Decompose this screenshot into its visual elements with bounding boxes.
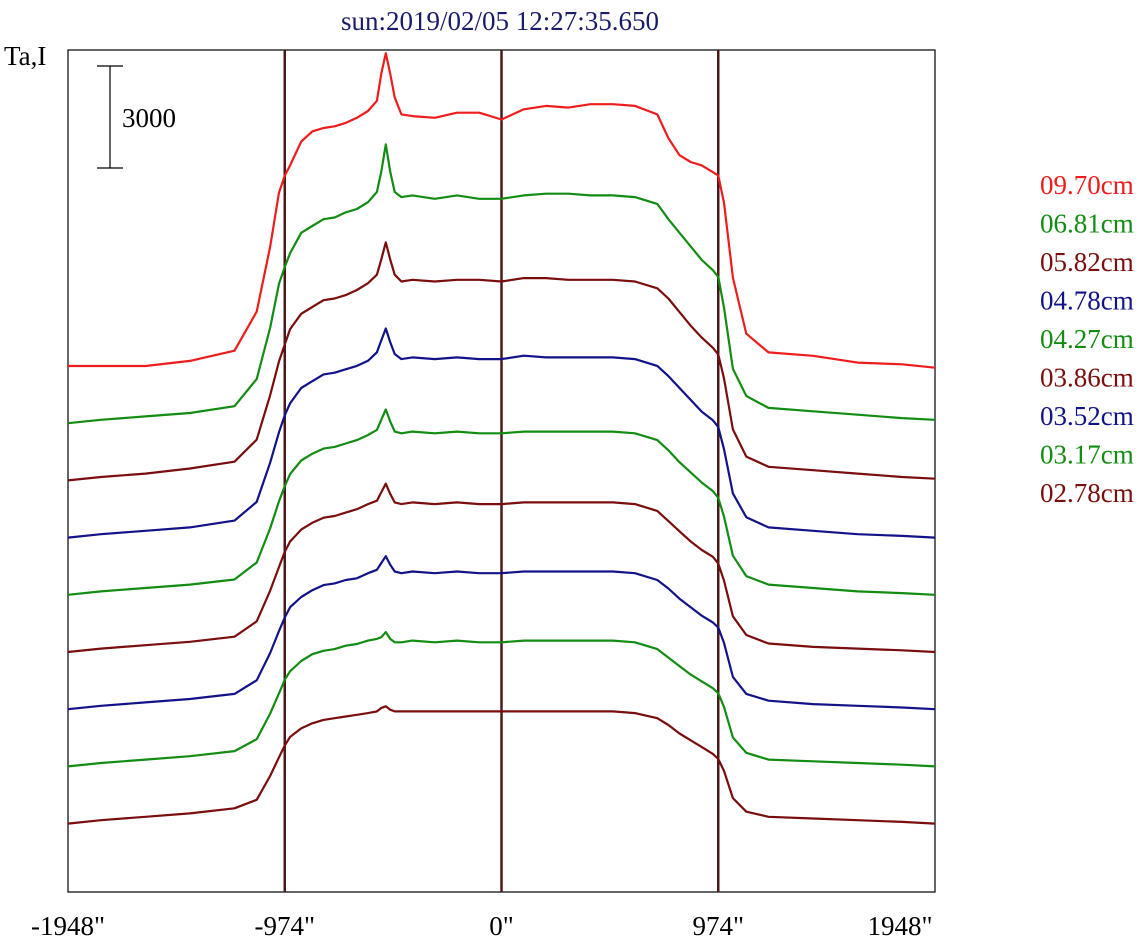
legend-entry-04.78cm: 04.78cm — [1040, 286, 1134, 316]
legend-entry-04.27cm: 04.27cm — [1040, 324, 1134, 354]
legend-entry-06.81cm: 06.81cm — [1040, 209, 1134, 239]
legend-entry-09.70cm: 09.70cm — [1040, 170, 1134, 200]
scale-bar: 3000 — [97, 65, 176, 169]
series-line-02.78cm — [67, 705, 936, 825]
x-tick-labels: -1948" -974" 0" 974" 1948" — [31, 911, 933, 941]
chart-title: sun:2019/02/05 12:27:35.650 — [341, 6, 659, 36]
series-line-04.27cm — [67, 408, 936, 596]
series-line-04.78cm — [67, 327, 936, 539]
series-lines — [67, 52, 936, 825]
legend-entry-05.82cm: 05.82cm — [1040, 247, 1134, 277]
legend-entry-03.86cm: 03.86cm — [1040, 363, 1134, 393]
x-tick-label-0: -1948" — [31, 911, 105, 941]
x-tick-label-3: 974" — [692, 911, 744, 941]
series-line-05.82cm — [67, 241, 936, 482]
x-tick-label-2: 0" — [489, 911, 514, 941]
vertical-reference-lines — [283, 50, 720, 892]
series-line-03.17cm — [67, 630, 936, 768]
series-line-09.70cm — [68, 52, 936, 369]
scale-bar-label: 3000 — [122, 103, 176, 133]
x-tick-label-4: 1948" — [867, 911, 932, 941]
legend: 09.70cm 06.81cm 05.82cm 04.78cm 04.27cm 03.86… — [1040, 170, 1134, 508]
legend-entry-03.52cm: 03.52cm — [1040, 401, 1134, 431]
y-axis-label: Ta,I — [4, 41, 46, 71]
series-line-03.52cm — [67, 555, 936, 711]
series-line-06.81cm — [67, 143, 936, 425]
legend-entry-03.17cm: 03.17cm — [1040, 440, 1134, 470]
series-line-03.86cm — [67, 482, 936, 654]
x-tick-label-1: -974" — [254, 911, 315, 941]
legend-entry-02.78cm: 02.78cm — [1040, 478, 1134, 508]
